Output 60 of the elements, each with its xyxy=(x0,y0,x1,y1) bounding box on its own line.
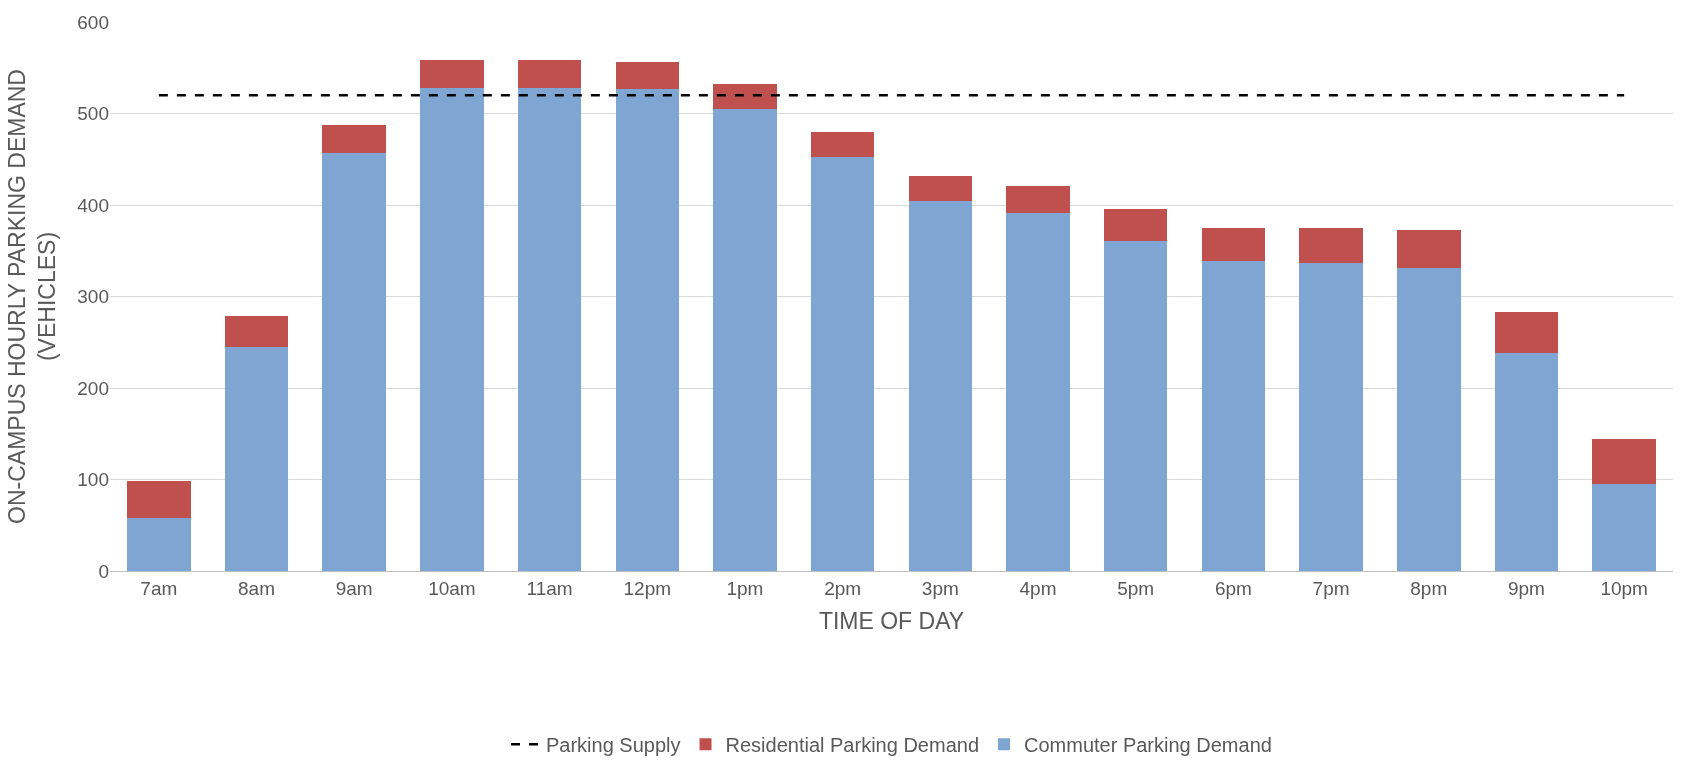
x-tick-label: 4pm xyxy=(1019,577,1057,599)
x-tick-label: 1pm xyxy=(726,577,764,599)
x-tick-label: 10pm xyxy=(1600,577,1648,599)
bar xyxy=(127,517,191,571)
y-tick-label: 0 xyxy=(98,560,109,582)
x-tick-label: 9am xyxy=(335,577,373,599)
bar xyxy=(615,88,680,571)
bar xyxy=(127,481,191,518)
x-tick-label: 3pm xyxy=(921,577,959,599)
y-tick-label: 200 xyxy=(77,377,109,399)
bar xyxy=(1397,268,1461,571)
bar xyxy=(1592,484,1656,571)
bar xyxy=(1103,208,1168,241)
bar xyxy=(713,84,777,109)
x-tick-label: 9pm xyxy=(1507,577,1545,599)
bar xyxy=(420,60,484,88)
bar xyxy=(810,156,875,571)
bar xyxy=(1494,312,1559,354)
y-tick-label: 400 xyxy=(77,194,109,216)
legend-label: Residential Parking Demand xyxy=(725,734,979,757)
x-tick-label: 10am xyxy=(428,577,476,599)
bar xyxy=(1592,439,1656,485)
bar xyxy=(1201,227,1266,261)
bar xyxy=(322,152,386,571)
x-tick-label: 7am xyxy=(140,577,178,599)
bar xyxy=(1299,262,1363,571)
y-tick-label: 100 xyxy=(77,469,109,491)
x-tick-label: 7pm xyxy=(1312,577,1350,599)
x-tick-label: 8am xyxy=(238,577,276,599)
x-tick-label: 2pm xyxy=(824,577,862,599)
bar xyxy=(224,315,289,347)
bar xyxy=(1006,185,1070,214)
bar xyxy=(1103,240,1168,571)
bar xyxy=(1201,260,1266,571)
y-tick-label: 300 xyxy=(77,286,109,308)
bar xyxy=(517,87,582,571)
x-tick-label: 12pm xyxy=(623,577,672,599)
x-tick-label: 6pm xyxy=(1214,577,1252,599)
bar xyxy=(908,201,973,571)
y-tick-label: 600 xyxy=(77,11,109,33)
bar xyxy=(517,60,582,88)
y-tick-label: 500 xyxy=(77,103,109,125)
bar xyxy=(224,346,289,571)
bar xyxy=(713,108,777,571)
bar xyxy=(322,125,386,153)
bar xyxy=(1006,213,1070,571)
x-tick-label: 5pm xyxy=(1117,577,1155,599)
legend-label: Parking Supply xyxy=(546,734,681,757)
bar xyxy=(810,131,875,157)
bar xyxy=(420,87,484,571)
bar xyxy=(1494,353,1559,571)
bar xyxy=(615,62,680,89)
legend-label: Commuter Parking Demand xyxy=(1024,734,1272,757)
bar xyxy=(1397,229,1461,269)
bar xyxy=(1299,227,1363,263)
y-axis-title: ON-CAMPUS HOURLY PARKING DEMAND (VEHICLES) xyxy=(3,69,60,524)
bar xyxy=(908,175,973,202)
x-axis-title: TIME OF DAY xyxy=(818,608,965,635)
x-tick-label: 11am xyxy=(526,577,573,599)
x-tick-label: 8pm xyxy=(1410,577,1448,599)
